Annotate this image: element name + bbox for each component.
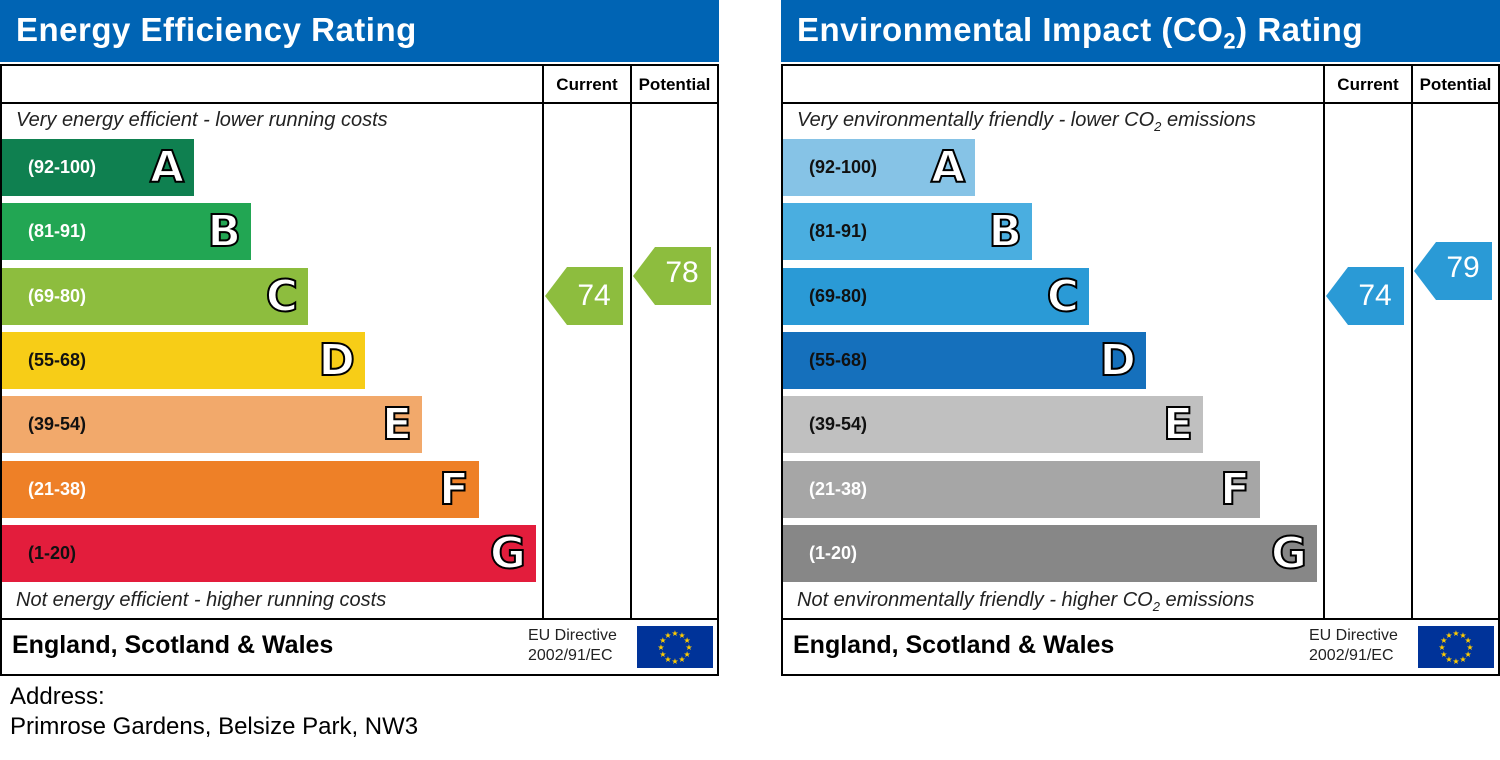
address-label: Address: — [10, 683, 105, 710]
band-range-label: (92-100) — [809, 157, 878, 177]
svg-text:★: ★ — [684, 650, 691, 659]
band-range-label: (21-38) — [809, 478, 868, 499]
svg-text:★: ★ — [659, 650, 666, 659]
chart-body: Current Potential Very environmentally f… — [781, 64, 1500, 676]
address-value: Primrose Gardens, Belsize Park, NW3 — [10, 713, 419, 740]
svg-text:★: ★ — [1452, 657, 1459, 666]
bottom-caption: Not energy efficient - higher running co… — [16, 589, 387, 611]
rating-band-a: (92-100) A — [783, 139, 975, 196]
rating-band-g: (1-20) G — [2, 524, 536, 582]
band-letter: D — [1098, 334, 1137, 387]
svg-text:★: ★ — [671, 629, 678, 638]
rating-band-e: (39-54) E — [2, 396, 422, 454]
column-label-current: Current — [556, 75, 618, 94]
svg-text:★: ★ — [1445, 631, 1452, 640]
current-rating-value: 74 — [577, 278, 611, 312]
rating-band-f: (21-38) F — [783, 460, 1260, 518]
rating-band-c: (69-80) C — [2, 267, 308, 325]
environmental-impact-chart: Environmental Impact (CO2) Rating Curren… — [781, 0, 1500, 676]
region-label: England, Scotland & Wales — [12, 631, 334, 659]
band-range-label: (39-54) — [28, 414, 87, 435]
svg-text:★: ★ — [1459, 631, 1466, 640]
current-rating-arrow: 74 — [545, 266, 625, 327]
band-letter: E — [381, 398, 413, 451]
svg-text:★: ★ — [1452, 629, 1459, 638]
rating-band-d: (55-68) D — [2, 331, 365, 389]
svg-text:★: ★ — [657, 643, 664, 652]
svg-text:★: ★ — [671, 657, 678, 666]
svg-text:★: ★ — [664, 631, 671, 640]
band-range-label: (1-20) — [28, 542, 77, 563]
svg-text:★: ★ — [1445, 655, 1452, 664]
chart-title: Energy Efficiency Rating — [0, 0, 719, 62]
svg-text:★: ★ — [1466, 643, 1473, 652]
band-letter: F — [438, 463, 470, 516]
band-letter: G — [1270, 527, 1308, 580]
band-letter: D — [317, 334, 356, 387]
rating-band-e: (39-54) E — [783, 396, 1203, 454]
potential-rating-arrow: 78 — [633, 246, 713, 307]
energy-efficiency-chart: Energy Efficiency Rating Current Potenti… — [0, 0, 719, 676]
svg-text:★: ★ — [1465, 650, 1472, 659]
svg-text:★: ★ — [1459, 655, 1466, 664]
band-letter: A — [930, 141, 966, 194]
svg-text:★: ★ — [1440, 650, 1447, 659]
rating-band-a: (92-100) A — [2, 139, 194, 196]
rating-band-g: (1-20) G — [783, 524, 1317, 582]
rating-bands: (92-100) A (81-91) B (69-80) C (55-68) D (39-54)… — [783, 66, 1323, 618]
chart-title: Environmental Impact (CO2) Rating — [781, 0, 1500, 62]
potential-rating-arrow: 79 — [1414, 241, 1494, 302]
region-label: England, Scotland & Wales — [793, 631, 1115, 659]
current-rating-arrow: 74 — [1326, 266, 1406, 327]
band-letter: C — [265, 270, 299, 323]
svg-text:★: ★ — [684, 636, 691, 645]
svg-text:★: ★ — [1440, 636, 1447, 645]
svg-text:★: ★ — [678, 631, 685, 640]
eu-flag-icon: ★★★★★★★★★ ★ ★★ — [1418, 626, 1494, 668]
band-range-label: (55-68) — [28, 349, 87, 370]
potential-rating-value: 79 — [1446, 250, 1480, 284]
rating-band-f: (21-38) F — [2, 460, 479, 518]
eu-flag-icon: ★★★★★★★★★ ★ ★★ — [637, 626, 713, 668]
band-range-label: (1-20) — [809, 542, 858, 563]
band-range-label: (81-91) — [809, 221, 868, 242]
address: Address: Primrose Gardens, Belsize Park,… — [10, 682, 418, 742]
eu-directive: EU Directive 2002/91/EC — [528, 627, 617, 664]
top-caption: Very energy efficient - lower running co… — [16, 109, 388, 131]
band-letter: C — [1046, 270, 1080, 323]
rating-band-d: (55-68) D — [783, 331, 1146, 389]
rating-band-b: (81-91) B — [2, 203, 251, 261]
eu-directive: EU Directive 2002/91/EC — [1309, 627, 1398, 664]
band-letter: G — [489, 527, 527, 580]
column-label-current: Current — [1337, 75, 1399, 94]
band-letter: B — [987, 205, 1023, 258]
svg-text:★: ★ — [659, 636, 666, 645]
svg-text:★: ★ — [685, 643, 692, 652]
top-caption: Very environmentally friendly - lower CO… — [797, 109, 1256, 134]
band-letter: A — [149, 141, 185, 194]
column-label-potential: Potential — [1419, 75, 1492, 94]
svg-text:★: ★ — [1465, 636, 1472, 645]
rating-band-b: (81-91) B — [783, 203, 1032, 261]
current-rating-value: 74 — [1358, 278, 1392, 312]
rating-bands: (92-100) A (81-91) B (69-80) C (55-68) D (39-54)… — [2, 66, 542, 618]
band-range-label: (92-100) — [28, 157, 97, 177]
potential-rating-value: 78 — [665, 255, 699, 289]
band-range-label: (39-54) — [809, 414, 868, 435]
band-range-label: (55-68) — [809, 349, 868, 370]
band-letter: F — [1219, 463, 1251, 516]
band-range-label: (21-38) — [28, 478, 87, 499]
svg-text:★: ★ — [678, 655, 685, 664]
svg-text:★: ★ — [1438, 643, 1445, 652]
band-range-label: (69-80) — [809, 285, 868, 306]
column-label-potential: Potential — [638, 75, 711, 94]
svg-text:★: ★ — [664, 655, 671, 664]
band-letter: E — [1162, 398, 1194, 451]
band-letter: B — [206, 205, 242, 258]
band-range-label: (69-80) — [28, 285, 87, 306]
band-range-label: (81-91) — [28, 221, 87, 242]
chart-body: Current Potential Very energy efficient … — [0, 64, 719, 676]
rating-band-c: (69-80) C — [783, 267, 1089, 325]
bottom-caption: Not environmentally friendly - higher CO… — [797, 589, 1255, 614]
